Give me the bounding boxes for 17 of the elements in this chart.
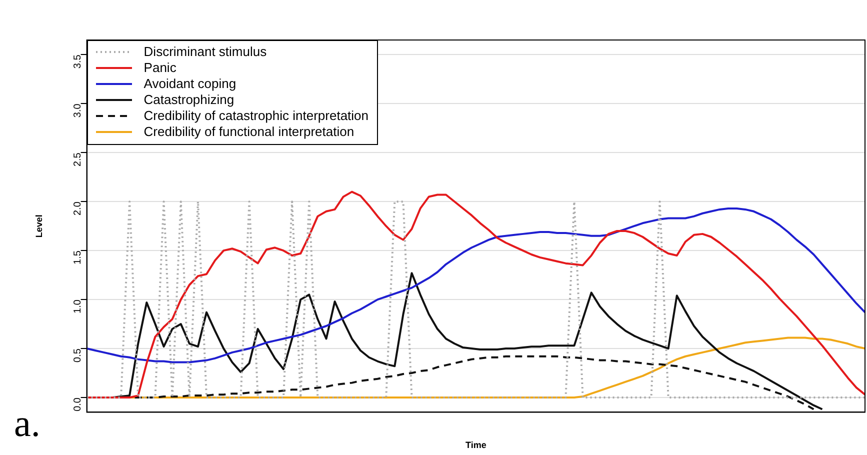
y-tick-label: 0.5: [72, 348, 84, 362]
y-tick-label: 1.0: [72, 299, 84, 314]
y-tick-label: 0.0: [72, 397, 84, 412]
legend-label: Credibility of functional interpretation: [144, 124, 354, 140]
y-tick-label: 1.5: [72, 250, 84, 264]
legend-label: Catastrophizing: [144, 92, 234, 108]
y-axis-title: Level: [34, 214, 44, 238]
text: a.: [14, 402, 40, 446]
y-tick-label: 2.5: [72, 152, 84, 167]
y-tick-label: 3.5: [72, 54, 84, 69]
legend-label: Avoidant coping: [144, 76, 236, 92]
legend-label: Discriminant stimulus: [144, 44, 267, 60]
legend-label: Credibility of catastrophic interpretation: [144, 108, 369, 124]
y-tick-label: 3.0: [72, 103, 84, 118]
legend-label: Panic: [144, 60, 176, 76]
x-axis-title: Time: [465, 440, 486, 450]
y-tick-label: 2.0: [72, 201, 84, 216]
